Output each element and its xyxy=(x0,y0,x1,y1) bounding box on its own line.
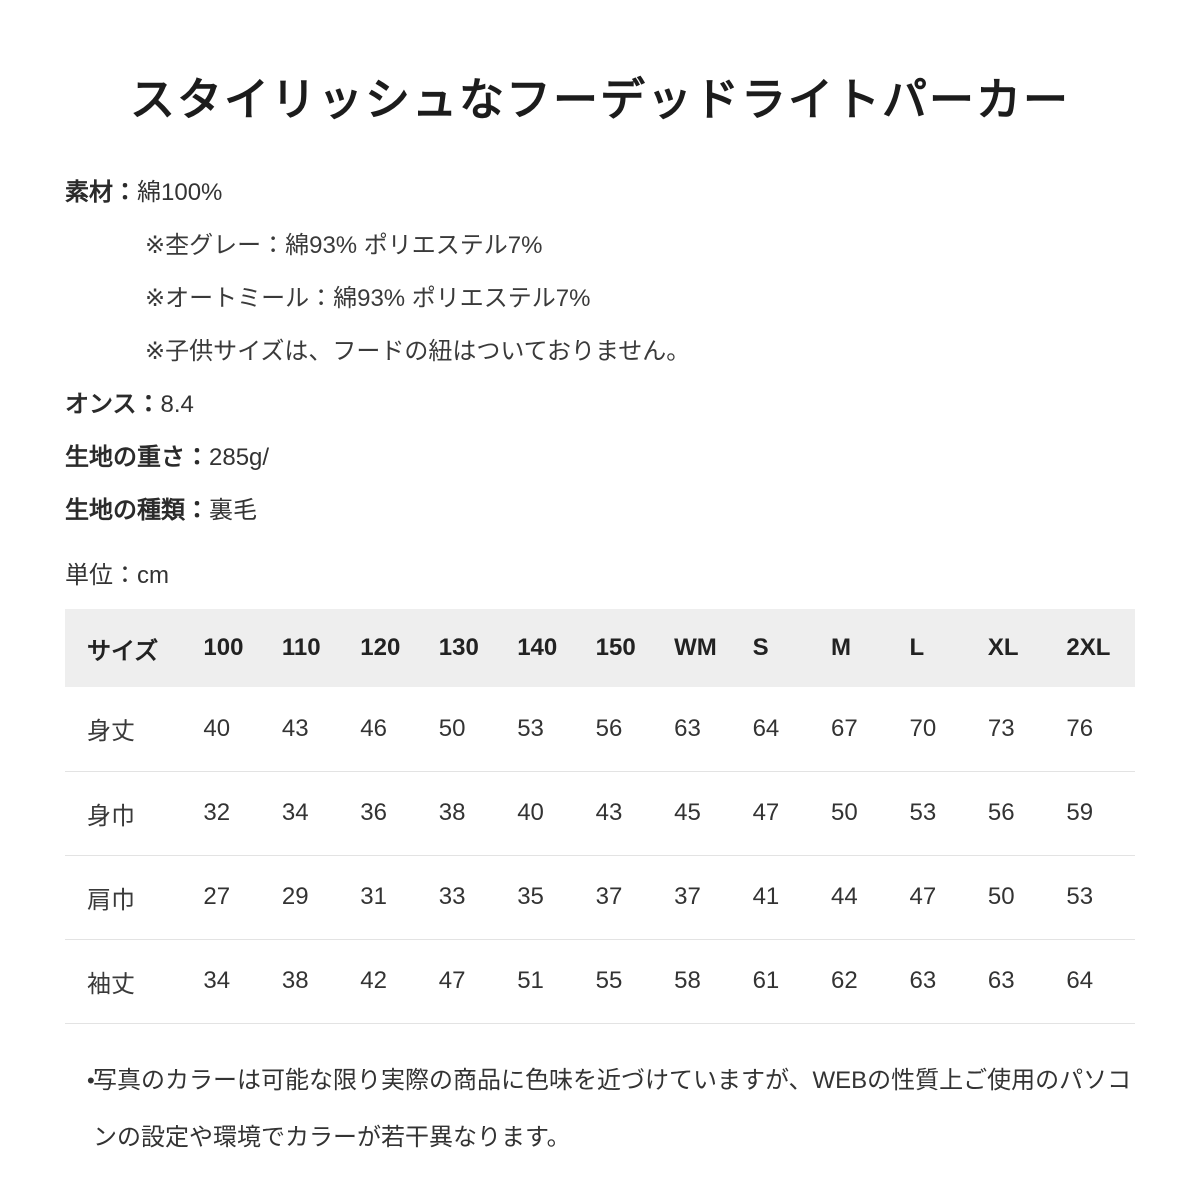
row-label: 身丈 xyxy=(65,687,194,772)
size-chart-header-label: サイズ xyxy=(65,609,194,687)
table-cell: 50 xyxy=(428,687,508,772)
table-cell: 56 xyxy=(585,687,665,772)
page-title: スタイリッシュなフーデッドライトパーカー xyxy=(129,74,1070,125)
table-row-body-length: 身丈 40 43 46 50 53 56 63 64 67 70 73 76 xyxy=(65,687,1135,772)
spec-ounce-value: 8.4 xyxy=(160,391,194,418)
table-cell: 58 xyxy=(664,939,743,1024)
table-cell: 40 xyxy=(193,687,272,772)
spec-material-note: ※杢グレー：綿93% ポリエステル7% xyxy=(145,232,543,259)
table-cell: 37 xyxy=(664,855,743,940)
product-detail-page: スタイリッシュなフーデッドライトパーカー 素材：綿100% ※杢グレー：綿93%… xyxy=(0,70,1200,1166)
spec-fabric-weight-label: 生地の重さ： xyxy=(65,444,209,471)
size-column-header: 2XL xyxy=(1056,609,1135,687)
table-cell: 62 xyxy=(821,939,900,1024)
size-column-header: XL xyxy=(977,609,1057,687)
table-cell: 43 xyxy=(585,771,665,856)
spec-fabric-weight-value: 285g/ xyxy=(209,444,270,471)
table-cell: 27 xyxy=(193,855,272,940)
color-disclaimer-text: 写真のカラーは可能な限り実際の商品に色味を近づけていますが、WEBの性質上ご使用… xyxy=(93,1066,1132,1151)
size-column-header: L xyxy=(899,609,978,687)
table-cell: 32 xyxy=(193,771,272,856)
table-cell: 44 xyxy=(821,855,900,940)
table-cell: 41 xyxy=(742,855,822,940)
table-cell: 40 xyxy=(507,771,586,856)
table-cell: 29 xyxy=(271,855,351,940)
size-column-header: 140 xyxy=(507,609,586,687)
size-column-header: 100 xyxy=(193,609,272,687)
table-cell: 53 xyxy=(899,771,978,856)
spec-fabric-weight: 生地の重さ：285g/ xyxy=(65,431,1135,484)
spec-material-label: 素材： xyxy=(65,179,137,206)
unit-value: cm xyxy=(137,562,169,589)
color-disclaimer-note: • 写真のカラーは可能な限り実際の商品に色味を近づけていますが、WEBの性質上ご… xyxy=(65,1052,1135,1166)
table-row-body-width: 身巾 32 34 36 38 40 43 45 47 50 53 56 59 xyxy=(65,771,1135,856)
spec-material-value: 綿100% xyxy=(137,179,223,206)
table-cell: 34 xyxy=(193,939,272,1024)
unit-note: 単位：cm xyxy=(65,555,1135,597)
table-cell: 70 xyxy=(899,687,978,772)
table-cell: 64 xyxy=(742,687,822,772)
size-chart-table: サイズ 100 110 120 130 140 150 WM S M L XL … xyxy=(65,609,1135,1024)
table-cell: 55 xyxy=(585,939,665,1024)
spec-ounce: オンス：8.4 xyxy=(65,378,1135,431)
table-row-shoulder-width: 肩巾 27 29 31 33 35 37 37 41 44 47 50 53 xyxy=(65,855,1135,940)
table-cell: 53 xyxy=(507,687,586,772)
size-column-header: 130 xyxy=(428,609,508,687)
unit-label: 単位： xyxy=(65,562,137,589)
row-label: 身巾 xyxy=(65,771,194,856)
table-cell: 38 xyxy=(271,939,351,1024)
table-cell: 34 xyxy=(271,771,351,856)
table-cell: 67 xyxy=(821,687,900,772)
spec-fabric-type-label: 生地の種類： xyxy=(65,497,209,524)
table-cell: 46 xyxy=(350,687,429,772)
table-cell: 37 xyxy=(585,855,665,940)
table-cell: 59 xyxy=(1056,771,1135,856)
spec-material-note: ※子供サイズは、フードの紐はついておりません。 xyxy=(145,338,691,365)
table-cell: 38 xyxy=(428,771,508,856)
spec-fabric-type-value: 裏毛 xyxy=(209,497,257,524)
table-cell: 53 xyxy=(1056,855,1135,940)
table-cell: 73 xyxy=(977,687,1057,772)
table-cell: 61 xyxy=(742,939,822,1024)
table-cell: 50 xyxy=(821,771,900,856)
table-cell: 50 xyxy=(977,855,1057,940)
table-cell: 47 xyxy=(742,771,822,856)
table-cell: 64 xyxy=(1056,939,1135,1024)
row-label: 袖丈 xyxy=(65,939,194,1024)
table-cell: 63 xyxy=(664,687,743,772)
table-cell: 43 xyxy=(271,687,351,772)
table-cell: 42 xyxy=(350,939,429,1024)
table-cell: 63 xyxy=(899,939,978,1024)
size-column-header: 120 xyxy=(350,609,429,687)
table-cell: 36 xyxy=(350,771,429,856)
spec-fabric-type: 生地の種類：裏毛 xyxy=(65,484,1135,537)
table-cell: 51 xyxy=(507,939,586,1024)
table-row-sleeve-length: 袖丈 34 38 42 47 51 55 58 61 62 63 63 64 xyxy=(65,939,1135,1024)
table-cell: 76 xyxy=(1056,687,1135,772)
table-cell: 47 xyxy=(899,855,978,940)
table-cell: 45 xyxy=(664,771,743,856)
bullet-icon: • xyxy=(87,1067,95,1093)
spec-material-note: ※オートミール：綿93% ポリエステル7% xyxy=(145,285,591,312)
size-column-header: WM xyxy=(664,609,743,687)
table-cell: 35 xyxy=(507,855,586,940)
size-column-header: 110 xyxy=(271,609,351,687)
spec-ounce-label: オンス： xyxy=(65,391,161,418)
spec-list: 素材：綿100% ※杢グレー：綿93% ポリエステル7% ※オートミール：綿93… xyxy=(65,166,1135,537)
spec-material: 素材：綿100% xyxy=(65,166,1135,219)
table-cell: 56 xyxy=(977,771,1057,856)
row-label: 肩巾 xyxy=(65,855,194,940)
size-chart-header-row: サイズ 100 110 120 130 140 150 WM S M L XL … xyxy=(65,609,1135,687)
table-cell: 63 xyxy=(977,939,1057,1024)
table-cell: 33 xyxy=(428,855,508,940)
size-column-header: 150 xyxy=(585,609,665,687)
size-column-header: M xyxy=(821,609,900,687)
table-cell: 31 xyxy=(350,855,429,940)
table-cell: 47 xyxy=(428,939,508,1024)
size-column-header: S xyxy=(742,609,822,687)
